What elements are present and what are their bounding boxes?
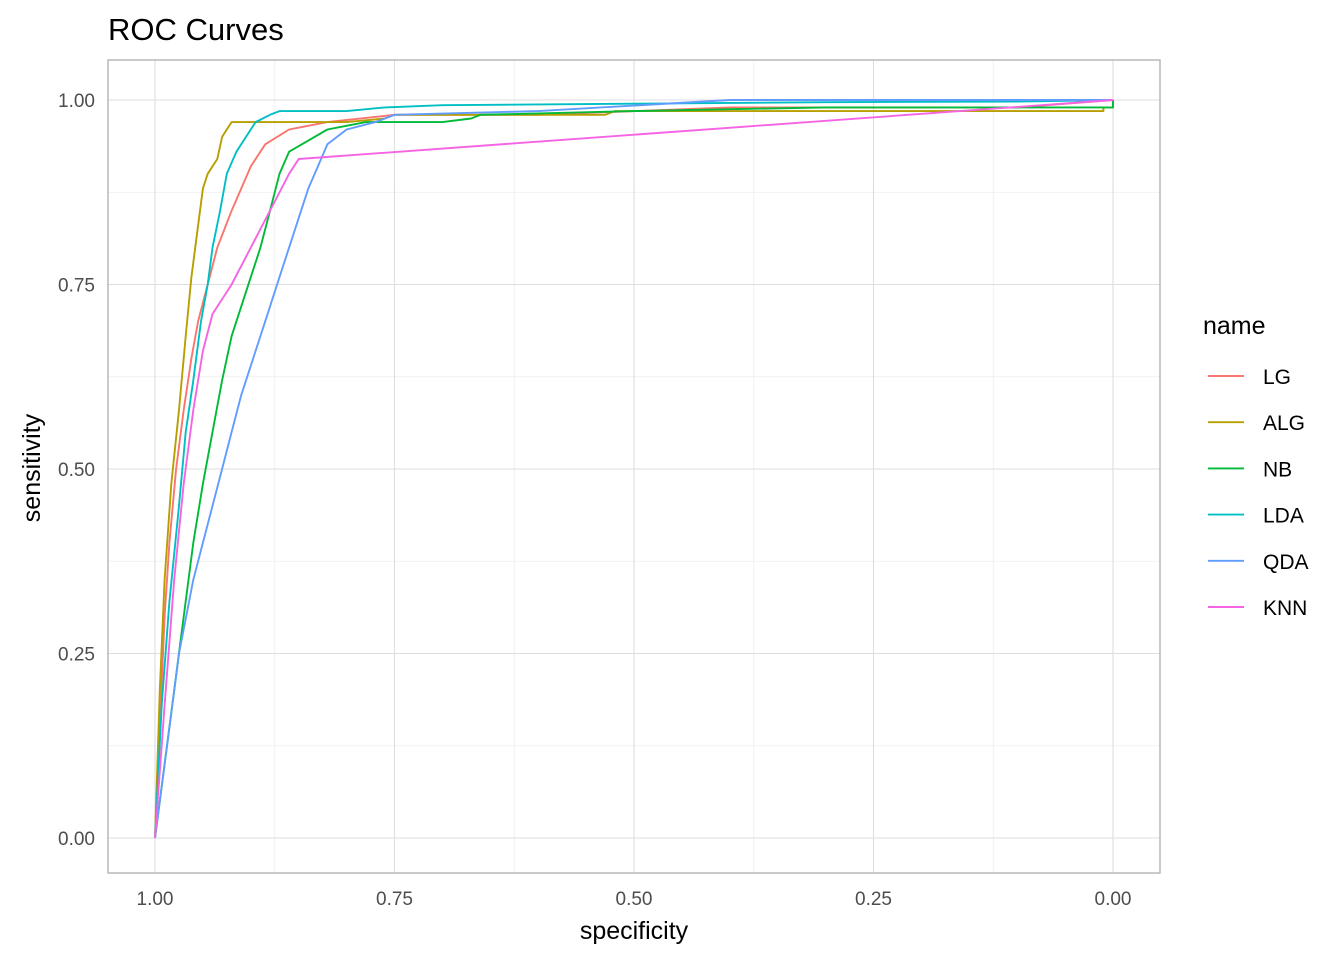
legend-label: LG bbox=[1263, 366, 1291, 389]
legend-label: NB bbox=[1263, 458, 1292, 481]
y-tick-label: 1.00 bbox=[58, 91, 95, 112]
x-tick-label: 0.25 bbox=[855, 889, 892, 910]
x-axis-ticks: 1.00 0.75 0.50 0.25 0.00 bbox=[137, 889, 1132, 910]
series-line-nb bbox=[154, 100, 1114, 839]
series-line-lda bbox=[154, 99, 1114, 839]
legend-label: QDA bbox=[1263, 551, 1309, 574]
series-lines bbox=[154, 99, 1114, 839]
x-tick-label: 0.50 bbox=[616, 889, 653, 910]
legend-item-lg: LG bbox=[1208, 366, 1291, 389]
legend-item-knn: KNN bbox=[1208, 597, 1307, 620]
y-tick-label: 0.25 bbox=[58, 645, 95, 666]
y-axis-title: sensitivity bbox=[18, 413, 46, 522]
x-tick-label: 1.00 bbox=[137, 889, 174, 910]
y-tick-label: 0.75 bbox=[58, 276, 95, 297]
grid bbox=[108, 60, 1160, 873]
series-line-knn bbox=[154, 99, 1114, 839]
legend: name LG ALG NB LDA QDA KNN bbox=[1203, 312, 1309, 620]
legend-item-lda: LDA bbox=[1208, 505, 1304, 528]
y-tick-label: 0.50 bbox=[58, 460, 95, 481]
y-tick-label: 0.00 bbox=[58, 829, 95, 850]
x-tick-label: 0.00 bbox=[1095, 889, 1132, 910]
legend-title: name bbox=[1203, 312, 1266, 340]
x-axis-title: specificity bbox=[580, 917, 689, 945]
legend-item-qda: QDA bbox=[1208, 551, 1309, 574]
legend-label: KNN bbox=[1263, 597, 1307, 620]
legend-label: ALG bbox=[1263, 412, 1305, 435]
chart-title: ROC Curves bbox=[108, 12, 284, 47]
legend-item-alg: ALG bbox=[1208, 412, 1305, 435]
legend-label: LDA bbox=[1263, 505, 1304, 528]
plot-panel-border bbox=[107, 59, 1161, 874]
x-tick-label: 0.75 bbox=[376, 889, 413, 910]
series-line-qda bbox=[154, 99, 1113, 839]
legend-item-nb: NB bbox=[1208, 458, 1292, 481]
y-axis-ticks: 0.00 0.25 0.50 0.75 1.00 bbox=[58, 91, 95, 850]
